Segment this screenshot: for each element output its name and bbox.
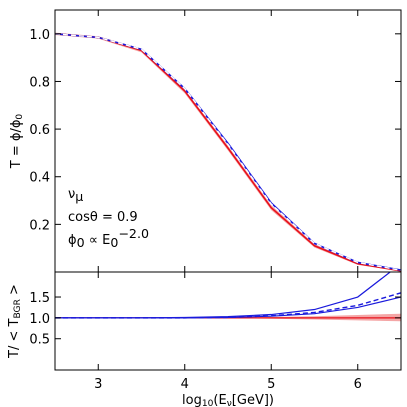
series-line (55, 296, 401, 319)
annotation-part: ∝ E (85, 233, 111, 248)
x-axis-label-part: (E (213, 393, 226, 407)
y-tick-label: 0.8 (29, 75, 50, 90)
x-axis-label-part: [GeV]) (232, 393, 274, 407)
annotation-part: cosθ = 0.9 (68, 210, 138, 225)
series-line (55, 292, 401, 319)
y-tick-label: 1.5 (29, 291, 50, 306)
y-tick-label: 0.5 (29, 333, 50, 348)
annotation-part: μ (75, 189, 83, 204)
x-axis-label: log10(Eν[GeV]) (182, 393, 274, 407)
y-axis-label: T/ < TBGR > (7, 284, 23, 359)
x-tick-label: 3 (94, 377, 102, 392)
plot-area (55, 272, 401, 322)
annotation-part: 0 (110, 235, 118, 250)
y-axis-label-part: T/ < T (7, 318, 22, 358)
annotation: ϕ0 ∝ E0−2.0 (68, 226, 149, 250)
y-tick-label: 0.2 (29, 218, 50, 233)
series-line (55, 33, 401, 272)
annotation-part: 0 (77, 235, 85, 250)
x-axis-label-part: log (182, 393, 202, 407)
y-axis-label-part: > (7, 284, 22, 299)
y-axis-label-part: BGR (13, 298, 23, 318)
x-axis-label-part: 10 (202, 399, 214, 407)
annotation-part: −2.0 (118, 226, 149, 241)
x-tick-label: 6 (354, 377, 362, 392)
y-axis-label-part: 0 (15, 114, 25, 120)
annotation: cosθ = 0.9 (68, 210, 138, 225)
y-tick-label: 1.0 (29, 312, 50, 327)
annotation-part: ϕ (68, 233, 77, 248)
y-axis-label-part: T = ϕ/ϕ (9, 120, 24, 170)
y-tick-label: 0.6 (29, 123, 50, 138)
annotation-part: ν (68, 187, 75, 202)
annotation: νμ (68, 187, 83, 204)
plot-area (55, 32, 401, 272)
y-axis-label: T = ϕ/ϕ0 (9, 114, 25, 170)
y-tick-label: 1.0 (29, 28, 50, 43)
x-axis-label-part: ν (227, 399, 232, 407)
x-tick-label: 5 (267, 377, 275, 392)
x-tick-label: 4 (181, 377, 189, 392)
y-tick-label: 0.4 (29, 171, 50, 186)
axes-frame (54, 271, 402, 371)
